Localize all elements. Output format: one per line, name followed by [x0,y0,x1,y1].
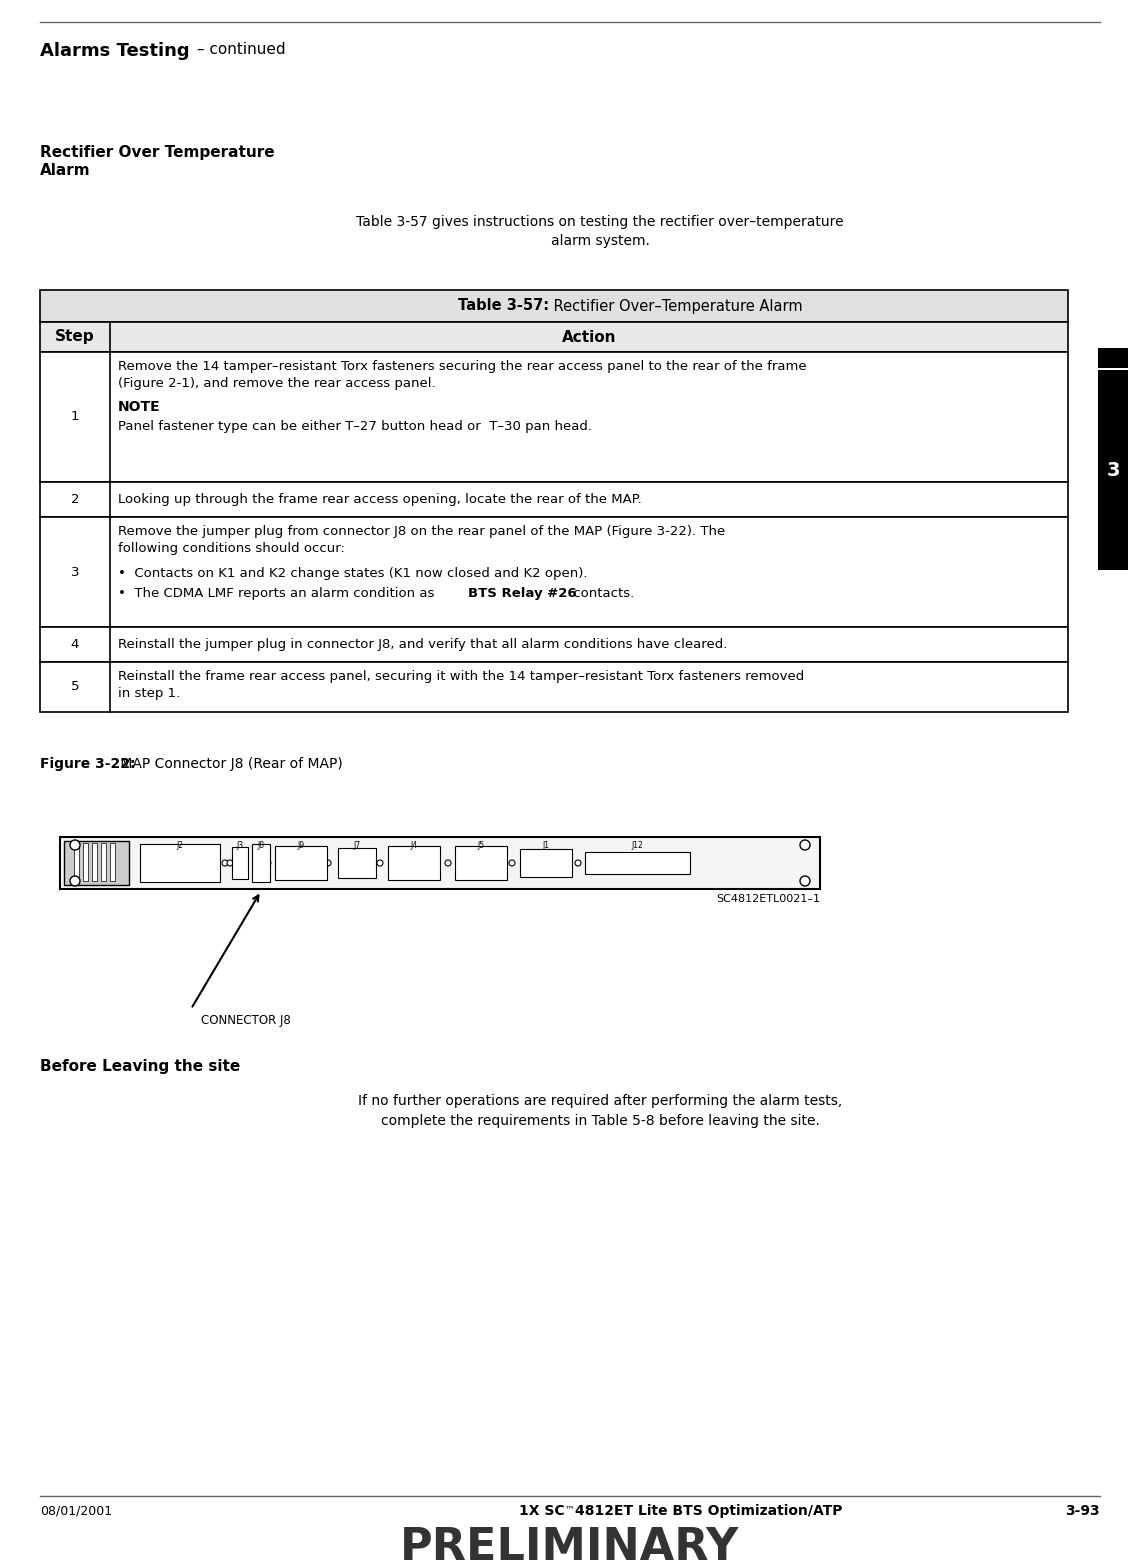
Text: Reinstall the jumper plug in connector J8, and verify that all alarm conditions : Reinstall the jumper plug in connector J… [119,637,727,651]
Bar [520,849,572,877]
Bar [337,849,376,879]
Text: 3: 3 [71,565,80,578]
Text: J9: J9 [298,841,304,850]
Bar [275,846,327,880]
Text: ™: ™ [565,1503,575,1514]
Text: Table 3-57:: Table 3-57: [458,299,549,313]
Circle shape [264,860,271,866]
Circle shape [325,860,331,866]
Bar [40,626,1068,662]
Circle shape [508,860,515,866]
Text: Remove the jumper plug from connector J8 on the rear panel of the MAP (Figure 3-: Remove the jumper plug from connector J8… [119,525,725,554]
Text: Looking up through the frame rear access opening, locate the rear of the MAP.: Looking up through the frame rear access… [119,493,642,506]
Circle shape [70,875,80,886]
Text: 08/01/2001: 08/01/2001 [40,1503,112,1517]
Text: Before Leaving the site: Before Leaving the site [40,1059,241,1074]
Text: 4812ET Lite BTS Optimization/ATP: 4812ET Lite BTS Optimization/ATP [575,1503,842,1517]
Text: J12: J12 [632,841,643,850]
Text: •  The CDMA LMF reports an alarm condition as: • The CDMA LMF reports an alarm conditio… [119,587,439,600]
Text: J1: J1 [543,841,549,850]
Text: If no further operations are required after performing the alarm tests,
complete: If no further operations are required af… [358,1095,842,1128]
Circle shape [445,860,451,866]
Text: J8: J8 [258,841,264,850]
Bar [109,843,115,882]
Text: Action: Action [562,329,617,345]
Bar [64,841,129,885]
Text: J2: J2 [177,841,184,850]
Text: J7: J7 [353,841,360,850]
Text: NOTE: NOTE [119,399,161,413]
Bar [1098,348,1127,368]
Circle shape [377,860,383,866]
Text: contacts.: contacts. [569,587,634,600]
Text: Figure 3-22:: Figure 3-22: [40,756,136,770]
Text: 1X SC: 1X SC [520,1503,565,1517]
Bar [74,843,79,882]
Bar [40,352,1068,482]
Bar [40,517,1068,626]
Bar [140,844,220,882]
Text: 3-93: 3-93 [1066,1503,1100,1517]
Text: Table 3-57 gives instructions on testing the rectifier over–temperature
alarm sy: Table 3-57 gives instructions on testing… [356,215,844,249]
Circle shape [575,860,581,866]
Circle shape [800,875,811,886]
Text: SC4812ETL0021–1: SC4812ETL0021–1 [716,894,820,904]
Circle shape [70,839,80,850]
Bar [388,846,440,880]
Text: Alarms Testing: Alarms Testing [40,42,189,60]
Bar [83,843,88,882]
Text: 3: 3 [1106,460,1119,479]
Circle shape [222,860,228,866]
Bar [455,846,507,880]
Text: J4: J4 [410,841,417,850]
Bar [92,843,97,882]
Text: Reinstall the frame rear access panel, securing it with the 14 tamper–resistant : Reinstall the frame rear access panel, s… [119,670,804,700]
Bar [101,843,106,882]
Circle shape [227,860,233,866]
Text: Step: Step [55,329,95,345]
Text: 1: 1 [71,410,80,423]
Text: MAP Connector J8 (Rear of MAP): MAP Connector J8 (Rear of MAP) [116,756,343,770]
Text: PRELIMINARY: PRELIMINARY [400,1525,740,1566]
Bar [40,662,1068,713]
Bar [1098,370,1127,570]
Text: Alarm: Alarm [40,163,90,179]
Bar [40,482,1068,517]
Bar [233,847,249,879]
Text: 4: 4 [71,637,79,651]
Text: J5: J5 [478,841,484,850]
Text: – continued: – continued [192,42,286,56]
Text: Rectifier Over Temperature: Rectifier Over Temperature [40,146,275,160]
Bar [40,323,1068,352]
Text: 2: 2 [71,493,80,506]
Text: Remove the 14 tamper–resistant Torx fasteners securing the rear access panel to : Remove the 14 tamper–resistant Torx fast… [119,360,807,390]
Bar [40,290,1068,323]
Text: Panel fastener type can be either T–27 button head or  T–30 pan head.: Panel fastener type can be either T–27 b… [119,420,592,434]
Text: 5: 5 [71,681,80,694]
Text: J3: J3 [236,841,244,850]
Text: BTS Relay #26: BTS Relay #26 [469,587,577,600]
Bar [252,844,270,882]
Text: •  Contacts on K1 and K2 change states (K1 now closed and K2 open).: • Contacts on K1 and K2 change states (K… [119,567,587,579]
Bar [585,852,690,874]
Text: CONNECTOR J8: CONNECTOR J8 [201,1015,291,1027]
Text: Rectifier Over–Temperature Alarm: Rectifier Over–Temperature Alarm [549,299,803,313]
Bar [60,836,820,889]
Circle shape [800,839,811,850]
